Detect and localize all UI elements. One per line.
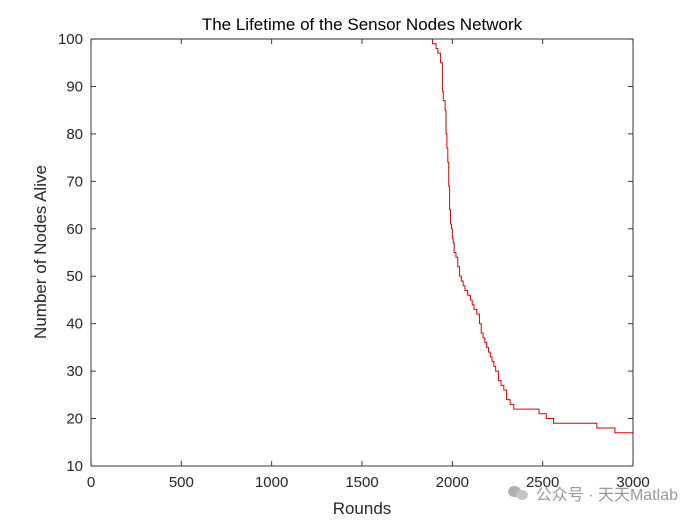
y-tick-label: 60 [66,221,83,238]
x-axis-label: Rounds [333,499,392,518]
y-axis-label: Number of Nodes Alive [31,165,50,339]
x-tick-label: 1500 [345,474,378,491]
x-tick-label: 2500 [526,474,559,491]
series-line-0 [91,38,633,434]
y-tick-label: 70 [66,173,83,190]
ticks-layer: 0 500 1000 1500 2000 2500 3000 10 20 30 40 50 60 70 80… [58,31,650,491]
y-tick-label: 90 [66,78,83,95]
x-tick-label: 500 [169,474,194,491]
y-tick-label: 30 [66,363,83,380]
y-tick-label: 80 [66,126,83,143]
watermark-text: 公众号 · 天天Matlab [535,487,678,504]
y-tick-label: 10 [66,458,83,475]
x-tick-label: 0 [87,474,95,491]
y-tick-label: 100 [58,31,83,48]
y-tick-label: 40 [66,316,83,333]
x-tick-label: 3000 [616,474,649,491]
x-tick-label: 1000 [255,474,288,491]
y-tick-label: 20 [66,411,83,428]
x-tick-label: 2000 [436,474,469,491]
wechat-icon [507,484,530,502]
plot-area [91,39,633,466]
y-tick-label: 50 [66,268,83,285]
chart-title: The Lifetime of the Sensor Nodes Network [202,15,523,34]
watermark: 公众号 · 天天Matlab [507,481,678,505]
data-layer [91,38,633,434]
